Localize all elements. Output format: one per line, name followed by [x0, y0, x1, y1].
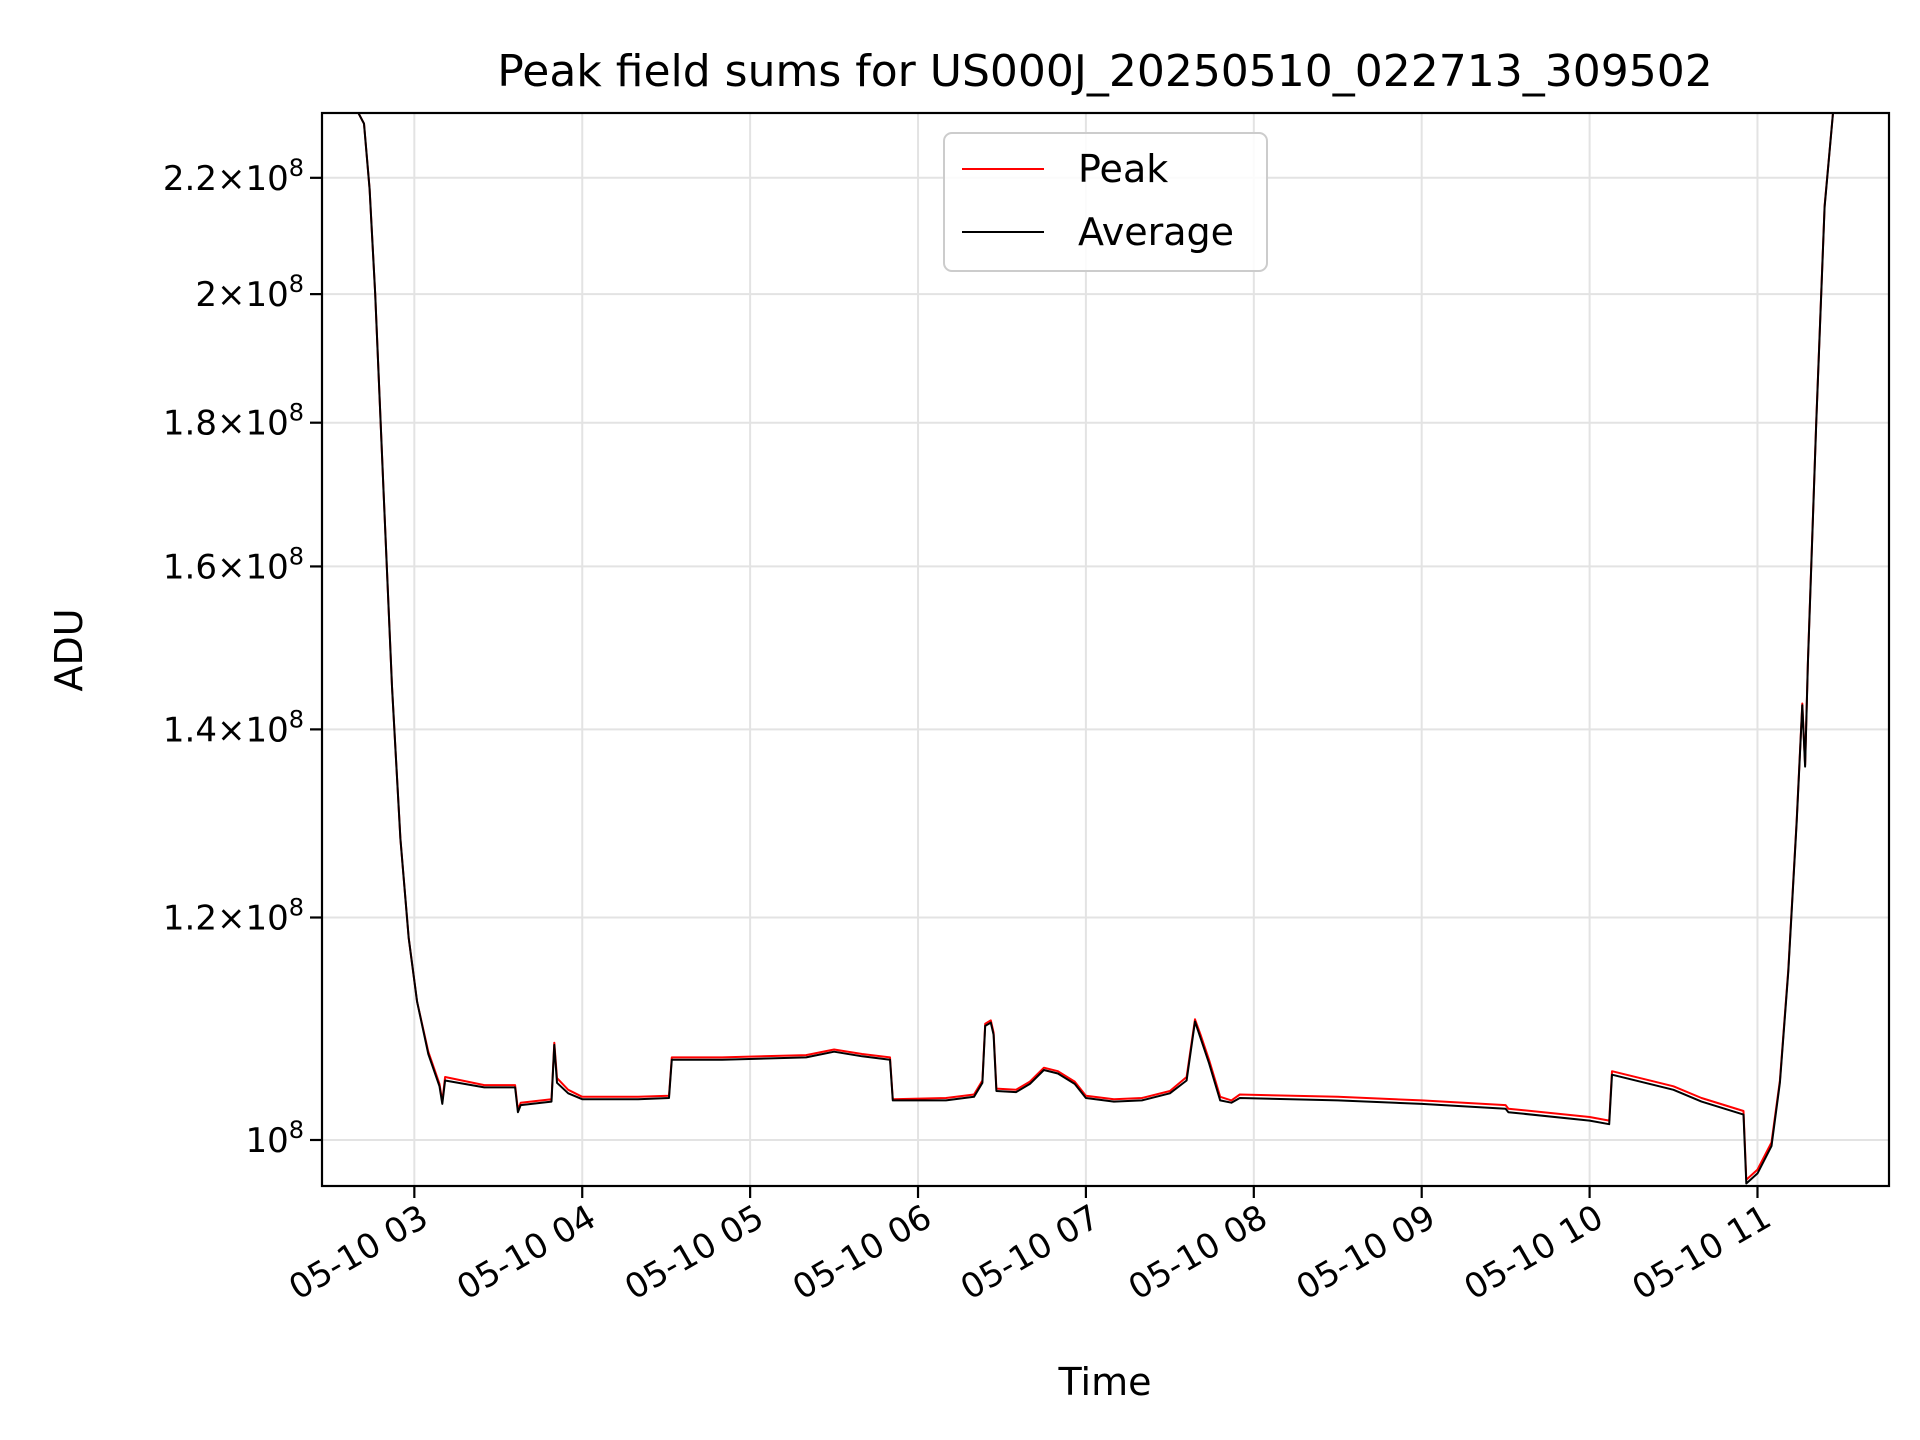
legend-box [943, 132, 1268, 272]
y-tick-label: 2×108 [195, 270, 304, 315]
y-tick-label: 1.8×108 [163, 399, 304, 444]
legend: Peak Average [943, 132, 1268, 272]
legend-label-peak: Peak [1078, 147, 1168, 191]
y-tick-label: 1.2×108 [163, 893, 304, 938]
y-tick-label: 1.6×108 [163, 542, 304, 587]
y-tick-label: 1.4×108 [163, 705, 304, 750]
x-axis-label: Time [1058, 1360, 1152, 1404]
y-tick-label: 2.2×108 [163, 154, 304, 199]
plot-frame [320, 111, 1891, 1188]
chart-title: Peak field sums for US000J_20250510_0227… [497, 46, 1712, 97]
y-axis-label: ADU [47, 608, 91, 691]
grid [322, 113, 1889, 1186]
series-line-average [322, 113, 1889, 1185]
series-layer [322, 113, 1889, 1185]
y-axis-ticks: 108 1.2×108 1.4×108 1.6×108 1.8×108 2×108 2.2×… [163, 154, 322, 1161]
y-tick-label: 108 [245, 1116, 304, 1161]
legend-label-average: Average [1078, 210, 1234, 254]
